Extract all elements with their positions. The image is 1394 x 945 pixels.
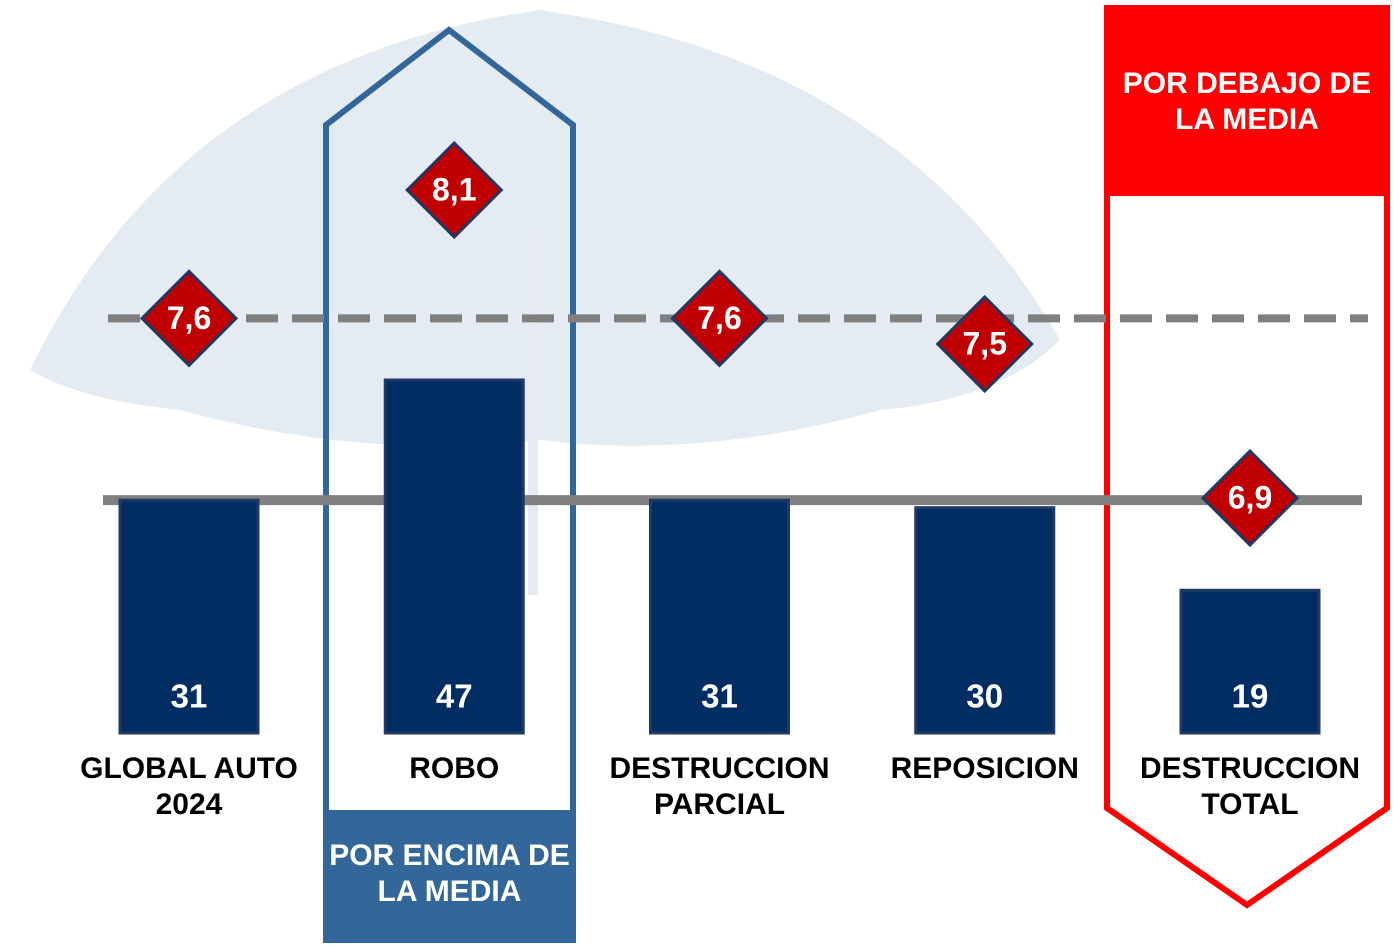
above-average-box: [323, 810, 576, 942]
score-marker: [935, 294, 1034, 394]
score-label: 6,9: [1228, 479, 1272, 515]
bar: [649, 498, 790, 735]
marks: 31 7,6 47 8,1 31 7,6 30 7,5 19 6,9: [103, 140, 1368, 735]
umbrella-handle: [528, 235, 538, 595]
score-label: 7,6: [167, 300, 211, 336]
above-average-outline: [323, 26, 576, 943]
category-label: DESTRUCCION PARCIAL: [609, 752, 830, 821]
score-label: 8,1: [432, 171, 476, 207]
category-label: REPOSICION: [890, 752, 1079, 785]
bar-value-label: 19: [1232, 678, 1269, 715]
score-marker: [405, 140, 504, 240]
score-marker: [670, 269, 769, 368]
bar: [383, 378, 525, 735]
umbrella-background: [30, 10, 1060, 446]
below-average-box: [1107, 8, 1387, 196]
bar: [914, 506, 1056, 735]
category-label: GLOBAL AUTO 2024: [80, 752, 298, 821]
annotation: POR ENCIMA DE LA MEDIA: [329, 839, 570, 908]
category-label: ROBO: [409, 752, 500, 785]
score-marker: [139, 269, 239, 368]
bar-value-label: 30: [966, 678, 1003, 715]
bar-value-label: 31: [701, 678, 738, 715]
category-label: DESTRUCCION TOTAL: [1139, 752, 1360, 821]
bar: [118, 498, 260, 735]
bar-value-label: 31: [171, 678, 208, 715]
score-label: 7,6: [697, 300, 741, 336]
annotation: POR DEBAJO DE LA MEDIA: [1122, 67, 1372, 136]
bar: [1179, 588, 1321, 735]
bar-value-label: 47: [436, 678, 473, 715]
score-label: 7,5: [963, 325, 1007, 361]
score-marker: [1200, 448, 1300, 548]
